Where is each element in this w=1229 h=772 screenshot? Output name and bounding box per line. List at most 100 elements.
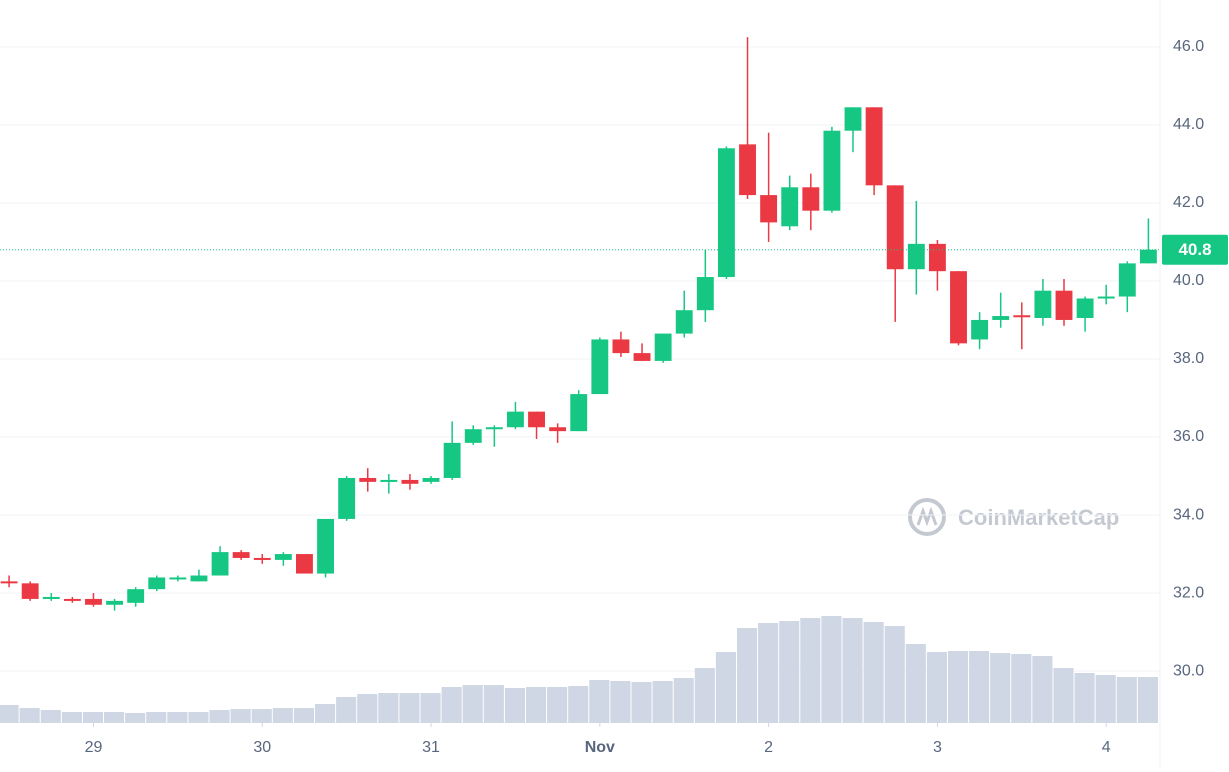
current-price-badge [1162, 234, 1228, 265]
candle-body [739, 144, 756, 196]
candle-body [21, 583, 39, 599]
candle-body [464, 429, 482, 443]
volume-bar [462, 685, 483, 723]
candle-body [359, 477, 377, 482]
x-tick-label: 2 [764, 739, 773, 756]
volume-bar [589, 680, 610, 723]
volume-bar [504, 688, 525, 723]
candle-body [781, 187, 799, 227]
volume-bar [1095, 675, 1116, 723]
current-price-label: 40.8 [1178, 240, 1211, 259]
volume-bar [926, 652, 947, 723]
candle-body [317, 518, 334, 574]
candle-body [928, 243, 946, 272]
volume-bar [399, 693, 420, 723]
volume-bar [1032, 656, 1053, 723]
candle-body [127, 589, 145, 603]
x-tick-label: 31 [422, 739, 440, 756]
candle-body [85, 598, 102, 605]
candle-body [1097, 296, 1115, 299]
watermark-logo [908, 498, 946, 536]
candle-body [1055, 290, 1073, 320]
volume-bar [1116, 677, 1137, 723]
volume-bar [357, 694, 378, 723]
volume-bar [821, 616, 842, 723]
candle-body [42, 596, 60, 599]
volume-bar [631, 682, 652, 723]
candle-body [253, 557, 271, 560]
volume-bar [1053, 668, 1074, 723]
volume-bar [547, 687, 568, 723]
candle-body [106, 600, 124, 605]
watermark-logo-mark [916, 506, 938, 527]
watermark: CoinMarketCap [908, 498, 1119, 536]
volume-bar [209, 710, 230, 723]
volume-bar [230, 709, 251, 723]
candle-body [802, 187, 820, 211]
volume-bar [1011, 654, 1032, 723]
candle-body [1034, 290, 1052, 318]
volume-bar [188, 712, 209, 723]
candle-body [506, 411, 524, 428]
y-tick-label: 40.0 [1173, 272, 1204, 289]
candle-body [274, 554, 292, 560]
volume-bar [568, 686, 589, 723]
candle-body [823, 130, 841, 211]
candle-body [485, 427, 503, 430]
volume-bar [736, 628, 758, 723]
candle-body [528, 411, 545, 428]
candle-body [1013, 315, 1031, 318]
candle-body [211, 552, 229, 576]
volume-bar [947, 651, 969, 723]
y-tick-label: 38.0 [1173, 350, 1204, 367]
x-tick-label: 30 [253, 739, 271, 756]
candle-body [591, 339, 609, 395]
candle-body [696, 277, 714, 311]
volume-bar [694, 668, 715, 723]
x-tick-label: Nov [585, 739, 615, 756]
candle-body [380, 479, 398, 482]
volume-bar [441, 687, 462, 723]
y-tick-label: 30.0 [1173, 662, 1204, 679]
candle-body [612, 339, 630, 354]
candle-body [654, 333, 672, 361]
volume-bar [378, 693, 399, 723]
volume-bar [1074, 673, 1095, 723]
candle-body [992, 316, 1010, 320]
grid [0, 46, 1160, 672]
candle-body [950, 271, 967, 344]
candle-body [1118, 263, 1136, 297]
candle-body [1139, 249, 1157, 264]
candle-body [338, 477, 356, 519]
volume-bar [125, 713, 146, 723]
candle-body [443, 442, 461, 478]
candle-body [0, 581, 18, 584]
candle-body [1076, 298, 1094, 318]
watermark-text: CoinMarketCap [958, 505, 1119, 530]
volume-bar [969, 651, 990, 723]
candle-body [422, 477, 440, 482]
x-tick-label: 4 [1102, 739, 1111, 756]
y-tick-label: 32.0 [1173, 584, 1204, 601]
y-tick-label: 34.0 [1173, 506, 1204, 523]
volume-bar [251, 709, 272, 723]
volume-bar [525, 687, 547, 723]
volume-bar [82, 712, 104, 723]
volume-bar [483, 685, 504, 723]
volume-bar [61, 712, 82, 723]
volume-bar [40, 710, 61, 723]
y-tick-label: 44.0 [1173, 116, 1204, 133]
volume-bar [842, 618, 863, 723]
candle-body [232, 552, 250, 558]
volume-bar [715, 652, 736, 723]
y-tick-label: 42.0 [1173, 194, 1204, 211]
volume-bar [146, 712, 167, 723]
volume-bar [673, 678, 694, 723]
y-tick-label: 46.0 [1173, 38, 1204, 55]
candle-body [717, 148, 735, 278]
volume-bar [272, 708, 293, 723]
candle-body [865, 107, 883, 186]
candle-body [633, 353, 651, 361]
volume-bar [884, 626, 905, 723]
